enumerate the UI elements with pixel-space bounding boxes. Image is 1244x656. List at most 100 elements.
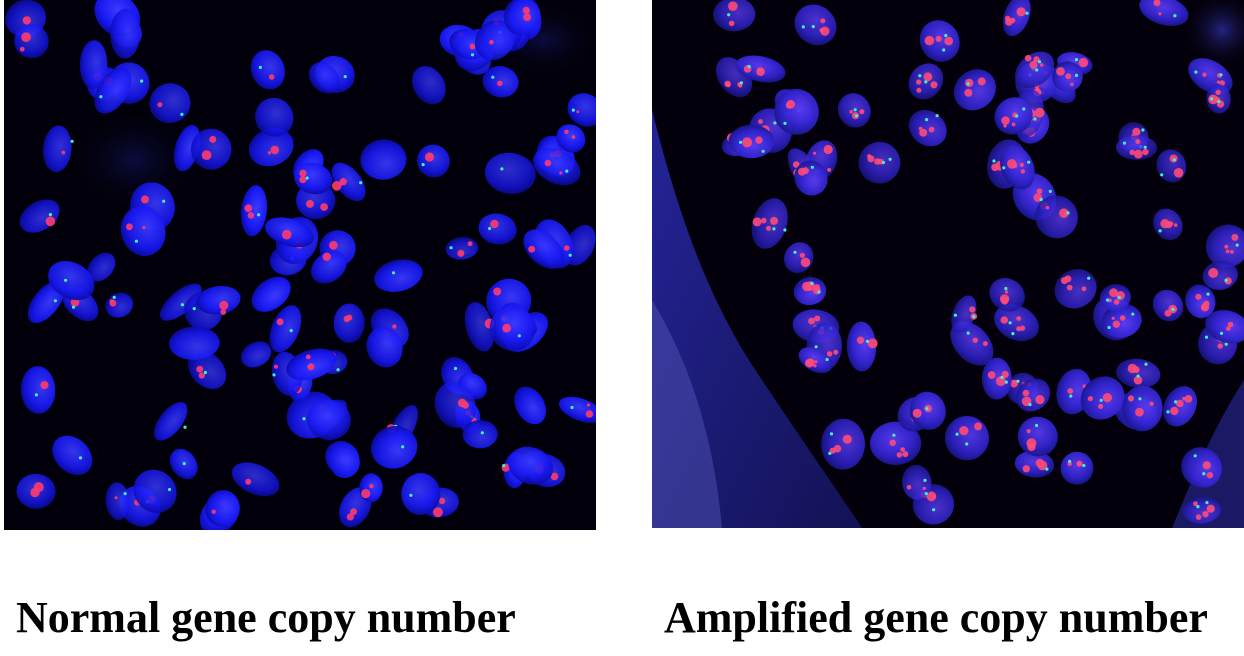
nucleus bbox=[105, 482, 130, 520]
nucleus bbox=[1152, 289, 1184, 322]
red-signal bbox=[490, 219, 499, 229]
red-signal bbox=[930, 81, 938, 89]
red-signal bbox=[813, 364, 817, 368]
red-signal bbox=[974, 422, 983, 431]
nucleus bbox=[331, 162, 366, 202]
green-signal bbox=[500, 167, 504, 171]
red-signal bbox=[392, 324, 397, 329]
nucleus bbox=[27, 281, 65, 324]
nucleus bbox=[417, 144, 450, 178]
green-signal bbox=[935, 114, 939, 118]
green-signal bbox=[1004, 380, 1008, 384]
green-signal bbox=[727, 13, 731, 17]
green-signal bbox=[162, 199, 166, 203]
green-signal bbox=[1087, 276, 1091, 280]
red-signal bbox=[827, 167, 832, 172]
red-signal bbox=[1206, 472, 1214, 479]
red-signal bbox=[1001, 116, 1010, 125]
nucleus bbox=[360, 139, 407, 180]
red-signal bbox=[1064, 275, 1072, 283]
red-signal bbox=[322, 252, 331, 261]
red-signal bbox=[489, 39, 494, 45]
red-signal bbox=[1195, 293, 1202, 300]
green-signal bbox=[1217, 99, 1221, 104]
red-signal bbox=[299, 176, 307, 184]
green-signal bbox=[924, 80, 928, 84]
red-signal bbox=[320, 203, 328, 211]
red-signal bbox=[369, 483, 374, 489]
green-signal bbox=[944, 33, 948, 38]
red-signal bbox=[752, 217, 762, 227]
nucleus bbox=[1116, 358, 1161, 389]
red-signal bbox=[571, 135, 576, 140]
green-signal bbox=[965, 442, 969, 446]
red-signal bbox=[438, 497, 446, 505]
green-signal bbox=[1193, 454, 1197, 458]
green-signal bbox=[1099, 398, 1103, 402]
green-signal bbox=[391, 271, 396, 275]
red-signal bbox=[1070, 82, 1074, 87]
green-signal bbox=[409, 493, 413, 497]
nucleus bbox=[190, 128, 232, 170]
nuclei-group-normal bbox=[5, 0, 596, 530]
red-signal bbox=[738, 83, 743, 88]
red-signal bbox=[1020, 169, 1026, 174]
red-signal bbox=[307, 363, 315, 371]
red-signal bbox=[211, 509, 216, 514]
red-signal bbox=[1230, 250, 1234, 254]
green-signal bbox=[1106, 298, 1110, 302]
red-signal bbox=[799, 252, 805, 258]
red-signal bbox=[247, 212, 255, 219]
green-signal bbox=[814, 345, 818, 349]
green-signal bbox=[1015, 114, 1019, 118]
red-signal bbox=[564, 129, 569, 135]
green-signal bbox=[854, 114, 859, 118]
green-signal bbox=[817, 290, 821, 294]
green-signal bbox=[853, 108, 857, 112]
red-signal bbox=[820, 26, 830, 36]
red-signal bbox=[859, 109, 865, 115]
nucleus bbox=[1060, 451, 1094, 485]
green-signal bbox=[1122, 141, 1127, 145]
nucleus bbox=[484, 152, 536, 195]
red-signal bbox=[1022, 389, 1030, 397]
green-signal bbox=[1174, 400, 1178, 404]
nucleus bbox=[508, 446, 554, 485]
nucleus bbox=[846, 321, 877, 372]
green-signal bbox=[992, 159, 996, 163]
green-signal bbox=[99, 95, 103, 99]
red-signal bbox=[1217, 343, 1223, 349]
green-signal bbox=[571, 108, 575, 112]
green-signal bbox=[488, 226, 492, 231]
nucleus bbox=[196, 285, 241, 315]
red-signal bbox=[1045, 206, 1050, 210]
red-signal bbox=[867, 154, 872, 159]
green-signal bbox=[1039, 197, 1043, 202]
nucleus bbox=[231, 462, 280, 497]
nucleus bbox=[251, 276, 291, 312]
red-signal bbox=[923, 72, 933, 82]
red-signal bbox=[802, 281, 812, 292]
green-signal bbox=[1205, 501, 1209, 505]
nucleus bbox=[240, 341, 272, 368]
fish-micrograph-amplified bbox=[652, 0, 1244, 528]
red-signal bbox=[1029, 60, 1038, 69]
red-signal bbox=[267, 151, 272, 155]
red-signal bbox=[1193, 501, 1198, 507]
nucleus bbox=[43, 125, 72, 173]
red-signal bbox=[1012, 380, 1016, 384]
nucleus bbox=[269, 305, 302, 353]
red-signal bbox=[742, 137, 753, 148]
green-signal bbox=[203, 370, 207, 375]
red-signal bbox=[1034, 107, 1045, 118]
red-signal bbox=[842, 434, 852, 444]
green-signal bbox=[925, 118, 929, 122]
green-signal bbox=[1166, 410, 1170, 414]
green-signal bbox=[1074, 73, 1079, 77]
red-signal bbox=[157, 102, 163, 108]
green-signal bbox=[491, 75, 495, 79]
red-signal bbox=[757, 67, 763, 72]
nucleus bbox=[248, 127, 294, 167]
green-signal bbox=[747, 64, 751, 69]
green-signal bbox=[829, 432, 834, 436]
